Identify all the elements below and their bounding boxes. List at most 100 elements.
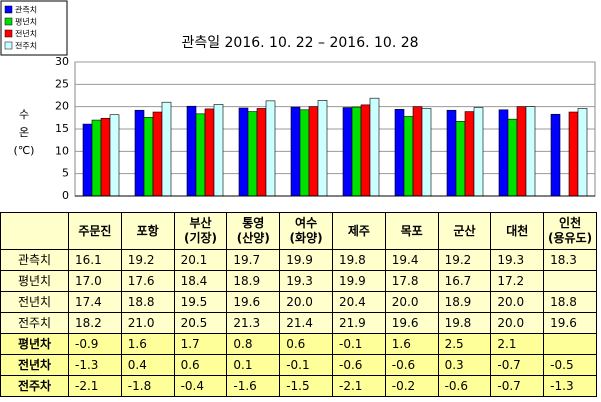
table-cell: 1.6 <box>120 333 175 355</box>
legend-label: 전년치 <box>15 29 37 39</box>
bar <box>152 111 163 197</box>
table-cell: -0.6 <box>384 354 439 376</box>
row-label: 전주차 <box>0 375 69 397</box>
table-cell: -0.6 <box>331 354 386 376</box>
table-cell: 19.6 <box>384 312 439 334</box>
bar <box>455 121 466 197</box>
bar <box>195 113 206 197</box>
table-cell: 19.9 <box>331 270 386 292</box>
table-cell: 19.8 <box>437 312 492 334</box>
bar <box>550 113 561 197</box>
bar <box>317 100 328 197</box>
table-cell: 21.3 <box>226 312 281 334</box>
column-header: 주문진 <box>68 212 122 250</box>
bar <box>369 97 380 197</box>
y-axis-label: (℃) <box>14 144 35 157</box>
bar <box>161 101 172 197</box>
legend-swatch <box>4 41 13 50</box>
table-cell: 18.3 <box>543 249 597 271</box>
bar <box>186 105 197 197</box>
bar <box>394 109 405 197</box>
table-row: 평년치 17.0 17.6 18.4 18.9 19.3 19.9 17.8 16.7 17.2 <box>0 270 597 292</box>
table-cell: 20.4 <box>331 291 386 313</box>
table-cell: 17.0 <box>68 270 122 292</box>
table-cell: 18.9 <box>226 270 281 292</box>
y-tick-label: 20 <box>55 100 69 113</box>
table-cell: -1.5 <box>279 375 333 397</box>
table-cell: -0.5 <box>543 354 597 376</box>
table-cell: 18.9 <box>437 291 492 313</box>
bar <box>568 111 579 197</box>
table-cell: 20.0 <box>490 312 545 334</box>
table-cell: 21.9 <box>331 312 386 334</box>
legend-label: 관측치 <box>15 5 37 15</box>
bar <box>308 106 319 197</box>
column-header: 군산 <box>437 212 492 250</box>
bar <box>473 107 484 197</box>
table-cell: -0.7 <box>490 375 545 397</box>
bar <box>412 106 423 197</box>
bar <box>91 119 102 197</box>
table-cell: -1.6 <box>226 375 281 397</box>
table-row: 전년차 -1.3 0.4 0.6 0.1 -0.1 -0.6 -0.6 0.3 -0.7 -0.5 <box>0 354 597 376</box>
table-cell <box>543 333 597 355</box>
chart-title: 관측일 2016. 10. 22 – 2016. 10. 28 <box>181 35 418 51</box>
row-label: 전주치 <box>0 312 69 334</box>
table-cell: 21.4 <box>279 312 333 334</box>
table-cell: -0.9 <box>68 333 122 355</box>
chart: 관측일 2016. 10. 22 – 2016. 10. 28 0 5 10 15 20… <box>0 0 596 202</box>
y-tick-label: 5 <box>62 167 69 180</box>
table-cell: 0.1 <box>226 354 281 376</box>
table-cell: 0.6 <box>279 333 333 355</box>
bar <box>299 109 310 197</box>
y-tick-label: 15 <box>55 122 69 135</box>
bar <box>143 117 154 197</box>
table-row: 전주치 18.2 21.0 20.5 21.3 21.4 21.9 19.6 19.8 20.0 1… <box>0 312 597 334</box>
bar <box>342 107 353 197</box>
table-cell: 19.2 <box>437 249 492 271</box>
table-cell: 19.6 <box>226 291 281 313</box>
table-cell <box>543 270 597 292</box>
table-cell: 19.4 <box>384 249 439 271</box>
y-tick-label: 10 <box>55 144 69 157</box>
table-cell: 19.8 <box>331 249 386 271</box>
bar <box>507 118 518 197</box>
table-cell: 20.1 <box>173 249 228 271</box>
table-cell: 19.9 <box>279 249 333 271</box>
bar <box>446 109 457 197</box>
table-cell: 2.5 <box>437 333 492 355</box>
table-cell: -0.7 <box>490 354 545 376</box>
table-cell: 1.7 <box>173 333 228 355</box>
table-cell: -0.4 <box>173 375 228 397</box>
table-cell: 17.8 <box>384 270 439 292</box>
bar <box>464 111 475 197</box>
column-header: 목포 <box>384 212 439 250</box>
bar <box>516 106 527 197</box>
bar <box>265 100 276 197</box>
column-header: 통영 (산양) <box>226 212 281 250</box>
bar <box>109 114 120 197</box>
table-cell: 17.6 <box>120 270 175 292</box>
legend-swatch <box>4 29 13 38</box>
table-cell: -0.2 <box>384 375 439 397</box>
y-tick-label: 30 <box>55 55 69 68</box>
y-axis-label: 수 <box>19 108 29 121</box>
legend-label: 평년치 <box>15 17 37 27</box>
table-cell: 20.0 <box>279 291 333 313</box>
table-row: 평년차 -0.9 1.6 1.7 0.8 0.6 -0.1 1.6 2.5 2.1 <box>0 333 597 355</box>
table-cell: 0.6 <box>173 354 228 376</box>
table-cell: 20.5 <box>173 312 228 334</box>
table-cell: -1.8 <box>120 375 175 397</box>
table-cell: 19.7 <box>226 249 281 271</box>
row-label: 평년치 <box>0 270 69 292</box>
table-cell: 20.0 <box>384 291 439 313</box>
table-row: 전년치 17.4 18.8 19.5 19.6 20.0 20.4 20.0 18.9 20.0 1… <box>0 291 597 313</box>
column-header: 부산 (기장) <box>173 212 228 250</box>
row-label: 관측치 <box>0 249 69 271</box>
table-cell: 0.3 <box>437 354 492 376</box>
table-cell: 1.6 <box>384 333 439 355</box>
bar <box>290 106 301 197</box>
legend-swatch <box>4 17 13 26</box>
y-tick-label: 25 <box>55 77 69 90</box>
